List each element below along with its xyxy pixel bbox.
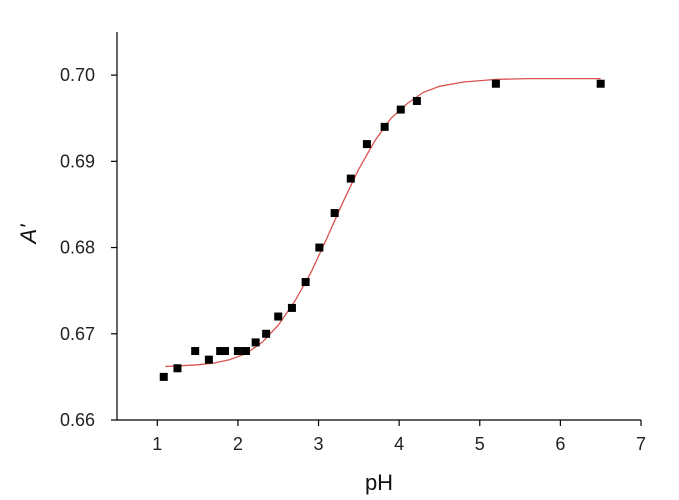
data-points-layer <box>159 79 605 381</box>
x-tick-label: 6 <box>555 434 565 454</box>
data-point <box>241 347 250 356</box>
x-tick-label: 1 <box>152 434 162 454</box>
x-tick-label: 7 <box>636 434 646 454</box>
x-tick-label: 5 <box>475 434 485 454</box>
data-point <box>251 338 260 347</box>
data-point <box>216 347 225 356</box>
data-point <box>396 105 405 114</box>
data-point <box>301 278 310 287</box>
data-point <box>274 312 283 321</box>
x-axis-title: pH <box>365 470 393 495</box>
data-point <box>159 372 168 381</box>
data-point <box>262 329 271 338</box>
x-tick-label: 2 <box>233 434 243 454</box>
y-axis-title: A' <box>16 224 41 246</box>
data-point <box>191 347 200 356</box>
x-tick-label: 4 <box>394 434 404 454</box>
fit-curve-layer <box>165 77 601 368</box>
data-point <box>362 140 371 149</box>
data-point <box>380 122 389 131</box>
axes <box>116 32 641 421</box>
y-tick-label: 0.70 <box>60 65 95 85</box>
y-tick-label: 0.68 <box>60 238 95 258</box>
data-point <box>287 303 296 312</box>
y-ticks: 0.66 0.67 0.68 0.69 0.70 <box>60 65 117 430</box>
y-tick-label: 0.69 <box>60 151 95 171</box>
data-point <box>221 347 230 356</box>
data-point <box>233 347 242 356</box>
data-point <box>330 209 339 218</box>
y-tick-label: 0.66 <box>60 410 95 430</box>
data-point <box>596 79 605 88</box>
data-point <box>412 96 421 105</box>
fit-curve-line <box>165 77 601 368</box>
data-point <box>204 355 213 364</box>
x-tick-label: 3 <box>314 434 324 454</box>
data-point <box>491 79 500 88</box>
y-tick-label: 0.67 <box>60 324 95 344</box>
x-ticks: 1 2 3 4 5 6 7 <box>152 420 646 454</box>
data-point <box>346 174 355 183</box>
data-point <box>315 243 324 252</box>
data-point <box>173 364 182 373</box>
